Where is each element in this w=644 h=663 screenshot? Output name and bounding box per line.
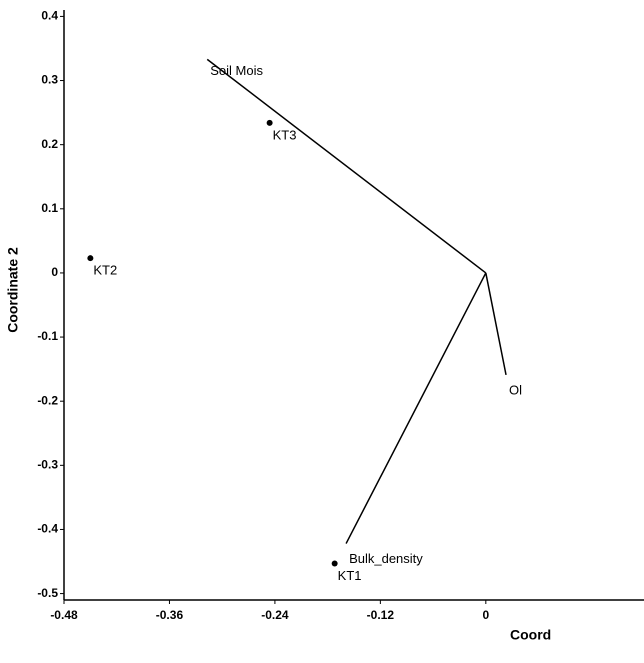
point — [331, 560, 338, 567]
point-label: KT2 — [93, 263, 117, 278]
y-axis-title: Coordinate 2 — [5, 247, 21, 333]
y-tick-label: -0.1 — [37, 329, 58, 343]
point — [87, 255, 94, 262]
point — [266, 119, 273, 126]
loading-vector — [206, 58, 487, 274]
y-tick-label: -0.5 — [37, 586, 58, 600]
x-axis-title: Coord — [510, 627, 551, 643]
x-tick-label: -0.48 — [50, 608, 78, 622]
x-tick-label: 0 — [482, 608, 489, 622]
vector-label: Bulk_density — [349, 551, 423, 566]
loading-vector — [345, 272, 487, 544]
x-tick-label: -0.36 — [156, 608, 184, 622]
y-tick-label: -0.3 — [37, 457, 58, 471]
y-tick-label: -0.4 — [37, 522, 58, 536]
y-tick-label: 0.1 — [41, 201, 58, 215]
point-label: KT1 — [338, 568, 362, 583]
x-tick-label: -0.12 — [367, 608, 395, 622]
y-tick-label: 0.2 — [41, 137, 58, 151]
y-tick-label: 0.4 — [41, 9, 58, 23]
y-tick-label: 0 — [51, 265, 58, 279]
y-tick-label: -0.2 — [37, 393, 58, 407]
loading-vector — [485, 272, 507, 376]
vector-label: Soil Mois — [210, 63, 263, 78]
y-tick-label: 0.3 — [41, 73, 58, 87]
point-label: KT3 — [273, 127, 297, 142]
vector-label: Ol — [509, 382, 522, 397]
x-tick-label: -0.24 — [261, 608, 289, 622]
